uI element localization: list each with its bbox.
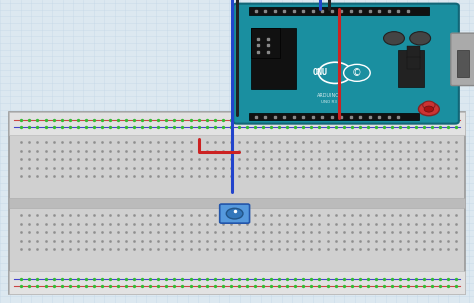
Bar	[249, 113, 419, 120]
Bar	[9, 198, 465, 208]
Circle shape	[226, 208, 243, 219]
Text: ARDUINO: ARDUINO	[317, 93, 340, 98]
Circle shape	[383, 32, 404, 45]
Text: ©: ©	[352, 68, 362, 78]
Circle shape	[424, 106, 434, 112]
Text: UNO R3: UNO R3	[320, 100, 337, 104]
Text: ONU: ONU	[312, 68, 328, 77]
Bar	[9, 112, 465, 135]
Bar	[457, 50, 469, 78]
Bar	[407, 57, 420, 69]
Bar	[398, 50, 424, 87]
Circle shape	[344, 64, 370, 81]
Bar	[251, 28, 280, 58]
Circle shape	[319, 62, 352, 83]
Bar	[407, 46, 420, 58]
FancyBboxPatch shape	[233, 4, 459, 124]
FancyBboxPatch shape	[451, 33, 474, 85]
Bar	[249, 7, 429, 15]
Circle shape	[419, 102, 439, 116]
Bar	[251, 28, 296, 89]
Bar	[9, 271, 465, 294]
FancyBboxPatch shape	[219, 204, 249, 223]
Bar	[9, 112, 465, 294]
Circle shape	[423, 101, 435, 109]
Circle shape	[410, 32, 430, 45]
